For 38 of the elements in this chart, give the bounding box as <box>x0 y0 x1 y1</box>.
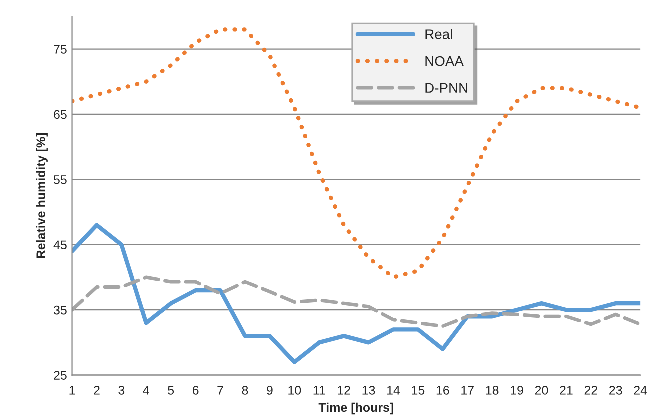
x-tick-label: 23 <box>610 386 622 395</box>
x-tick-label: 13 <box>362 386 376 395</box>
x-tick-label: 11 <box>314 386 326 395</box>
x-tick-label: 18 <box>486 386 499 395</box>
x-tick-label: 21 <box>560 386 573 395</box>
x-tick-label: 22 <box>584 386 598 395</box>
x-tick-label: 4 <box>143 386 150 395</box>
y-axis-title: Relative humidity [%] <box>36 133 48 258</box>
x-tick-label: 3 <box>118 386 125 395</box>
y-tick-label: 25 <box>54 371 67 380</box>
legend-label: NOAA <box>426 56 464 66</box>
x-tick-label: 20 <box>535 386 548 395</box>
line-series <box>72 276 641 328</box>
x-tick-label: 6 <box>192 386 199 395</box>
x-tick-label: 17 <box>462 386 474 395</box>
legend-label: D-PNN <box>426 83 468 93</box>
x-tick-label: 14 <box>387 386 400 395</box>
x-tick-label: 7 <box>218 386 224 395</box>
y-tick-label: 75 <box>54 45 67 54</box>
x-tick-label: 16 <box>436 386 450 395</box>
x-tick-label: 1 <box>70 386 76 395</box>
x-tick-label: 12 <box>338 386 350 395</box>
y-tick-label: 55 <box>54 176 67 184</box>
line-series <box>72 223 641 364</box>
legend-label: Real <box>426 29 452 40</box>
x-tick-label: 15 <box>412 386 425 395</box>
y-tick-label: 45 <box>54 240 67 250</box>
x-tick-label: 10 <box>288 386 302 395</box>
x-tick-label: 5 <box>168 386 174 395</box>
line-series <box>72 28 641 280</box>
y-tick-label: 65 <box>54 110 67 120</box>
x-tick-label: 2 <box>94 386 100 395</box>
x-tick-label: 24 <box>634 386 648 395</box>
x-tick-label: 9 <box>267 386 273 395</box>
x-axis-title: Time [hours] <box>318 402 394 415</box>
x-tick-label: 19 <box>511 386 524 395</box>
x-tick-label: 8 <box>242 386 248 395</box>
y-tick-label: 35 <box>54 306 67 315</box>
